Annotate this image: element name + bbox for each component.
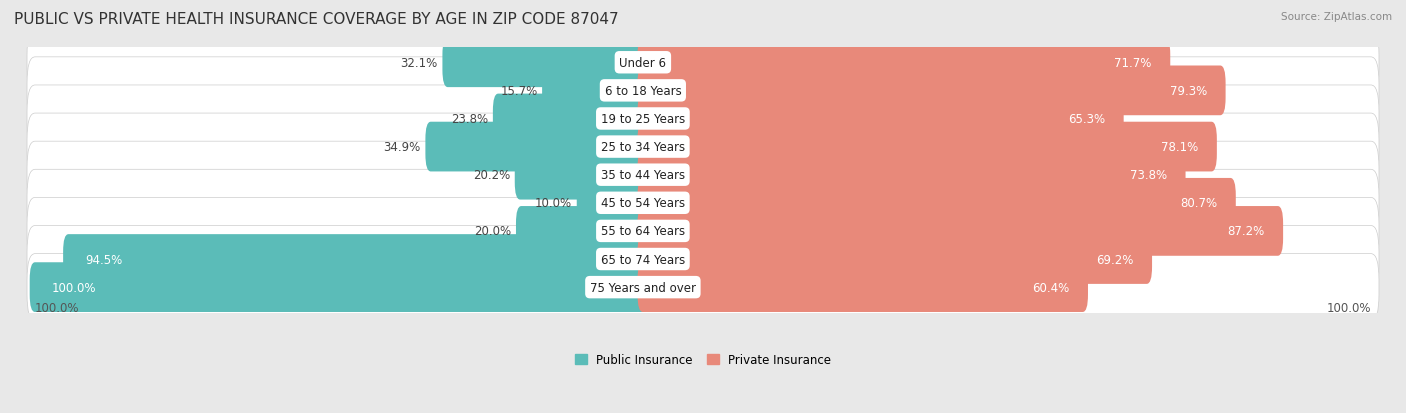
FancyBboxPatch shape	[443, 38, 648, 88]
FancyBboxPatch shape	[637, 38, 1170, 88]
FancyBboxPatch shape	[494, 95, 648, 144]
Text: 15.7%: 15.7%	[501, 85, 537, 97]
Text: 19 to 25 Years: 19 to 25 Years	[600, 113, 685, 126]
FancyBboxPatch shape	[27, 198, 1379, 265]
Text: 65 to 74 Years: 65 to 74 Years	[600, 253, 685, 266]
FancyBboxPatch shape	[637, 206, 1284, 256]
Text: 35 to 44 Years: 35 to 44 Years	[600, 169, 685, 182]
Text: 23.8%: 23.8%	[451, 113, 488, 126]
FancyBboxPatch shape	[637, 122, 1216, 172]
Text: 65.3%: 65.3%	[1067, 113, 1105, 126]
Text: Source: ZipAtlas.com: Source: ZipAtlas.com	[1281, 12, 1392, 22]
FancyBboxPatch shape	[637, 95, 1123, 144]
Text: 34.9%: 34.9%	[384, 141, 420, 154]
Text: 71.7%: 71.7%	[1114, 57, 1152, 69]
Text: 45 to 54 Years: 45 to 54 Years	[600, 197, 685, 210]
Text: 69.2%: 69.2%	[1097, 253, 1133, 266]
FancyBboxPatch shape	[27, 170, 1379, 237]
Text: 94.5%: 94.5%	[86, 253, 122, 266]
FancyBboxPatch shape	[30, 263, 648, 312]
Text: 80.7%: 80.7%	[1180, 197, 1218, 210]
FancyBboxPatch shape	[543, 66, 648, 116]
FancyBboxPatch shape	[27, 142, 1379, 209]
FancyBboxPatch shape	[63, 235, 648, 284]
Text: 87.2%: 87.2%	[1227, 225, 1264, 238]
FancyBboxPatch shape	[27, 30, 1379, 97]
FancyBboxPatch shape	[426, 122, 648, 172]
FancyBboxPatch shape	[637, 150, 1185, 200]
Text: 10.0%: 10.0%	[534, 197, 572, 210]
Text: 75 Years and over: 75 Years and over	[591, 281, 696, 294]
Text: 32.1%: 32.1%	[401, 57, 437, 69]
FancyBboxPatch shape	[637, 263, 1088, 312]
Text: 20.0%: 20.0%	[474, 225, 512, 238]
FancyBboxPatch shape	[27, 86, 1379, 153]
FancyBboxPatch shape	[27, 58, 1379, 125]
Text: PUBLIC VS PRIVATE HEALTH INSURANCE COVERAGE BY AGE IN ZIP CODE 87047: PUBLIC VS PRIVATE HEALTH INSURANCE COVER…	[14, 12, 619, 27]
Text: 78.1%: 78.1%	[1161, 141, 1198, 154]
Text: 25 to 34 Years: 25 to 34 Years	[600, 141, 685, 154]
FancyBboxPatch shape	[27, 114, 1379, 180]
Text: 100.0%: 100.0%	[52, 281, 96, 294]
FancyBboxPatch shape	[27, 254, 1379, 321]
Text: Under 6: Under 6	[620, 57, 666, 69]
Text: 73.8%: 73.8%	[1129, 169, 1167, 182]
FancyBboxPatch shape	[637, 66, 1226, 116]
Text: 60.4%: 60.4%	[1032, 281, 1070, 294]
FancyBboxPatch shape	[576, 178, 648, 228]
Text: 6 to 18 Years: 6 to 18 Years	[605, 85, 682, 97]
Text: 79.3%: 79.3%	[1170, 85, 1206, 97]
FancyBboxPatch shape	[515, 150, 648, 200]
Text: 20.2%: 20.2%	[472, 169, 510, 182]
FancyBboxPatch shape	[27, 226, 1379, 293]
FancyBboxPatch shape	[637, 235, 1152, 284]
Legend: Public Insurance, Private Insurance: Public Insurance, Private Insurance	[575, 353, 831, 366]
FancyBboxPatch shape	[637, 178, 1236, 228]
Text: 100.0%: 100.0%	[1326, 301, 1371, 314]
Text: 55 to 64 Years: 55 to 64 Years	[600, 225, 685, 238]
FancyBboxPatch shape	[516, 206, 648, 256]
Text: 100.0%: 100.0%	[35, 301, 80, 314]
